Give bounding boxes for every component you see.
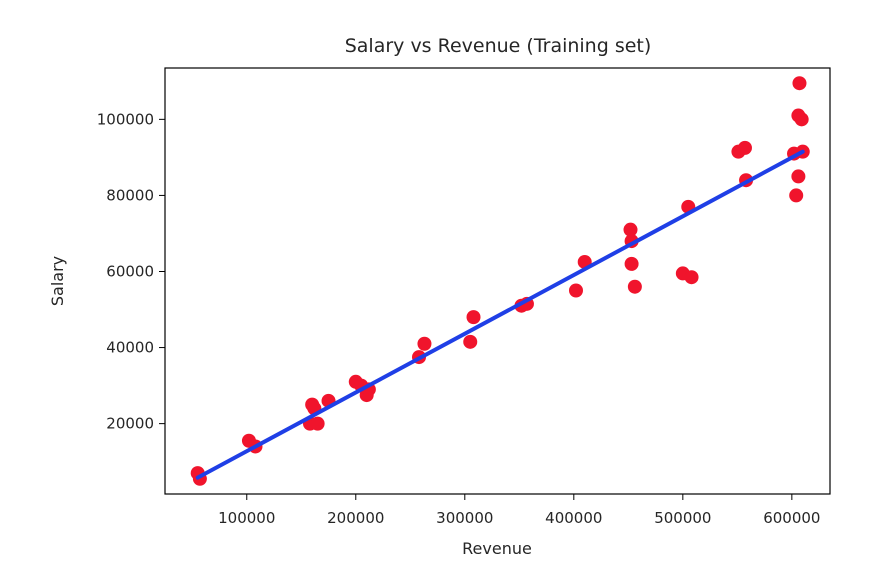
y-tick-label: 80000	[106, 186, 154, 204]
x-tick-label: 300000	[436, 509, 493, 527]
scatter-points	[190, 76, 810, 486]
data-point	[463, 334, 478, 349]
y-axis-label: Salary	[48, 256, 67, 306]
data-point	[417, 336, 432, 351]
plot-area-frame	[164, 67, 831, 495]
data-point	[627, 279, 642, 294]
data-point	[624, 256, 639, 271]
data-point	[737, 140, 752, 155]
data-point	[568, 283, 583, 298]
data-point	[684, 270, 699, 285]
x-tick-label: 400000	[545, 509, 602, 527]
x-tick-label: 100000	[218, 509, 275, 527]
x-tick-label: 600000	[763, 509, 820, 527]
data-point	[794, 112, 809, 127]
y-tick-label: 20000	[106, 415, 154, 433]
x-axis-label: Revenue	[462, 539, 532, 558]
axis-ticks: 100000 200000 300000 400000 500000 600000 2000…	[97, 110, 821, 527]
y-tick-label: 60000	[106, 262, 154, 280]
data-point	[623, 222, 638, 237]
data-point	[792, 76, 807, 91]
data-point	[789, 188, 804, 203]
data-point	[466, 310, 481, 325]
y-tick-label: 40000	[106, 339, 154, 357]
x-tick-label: 500000	[654, 509, 711, 527]
data-point	[310, 416, 325, 431]
regression-line	[195, 149, 805, 480]
chart-title: Salary vs Revenue (Training set)	[345, 35, 652, 57]
x-tick-label: 200000	[327, 509, 384, 527]
data-point	[791, 169, 806, 184]
y-tick-label: 100000	[97, 110, 154, 128]
